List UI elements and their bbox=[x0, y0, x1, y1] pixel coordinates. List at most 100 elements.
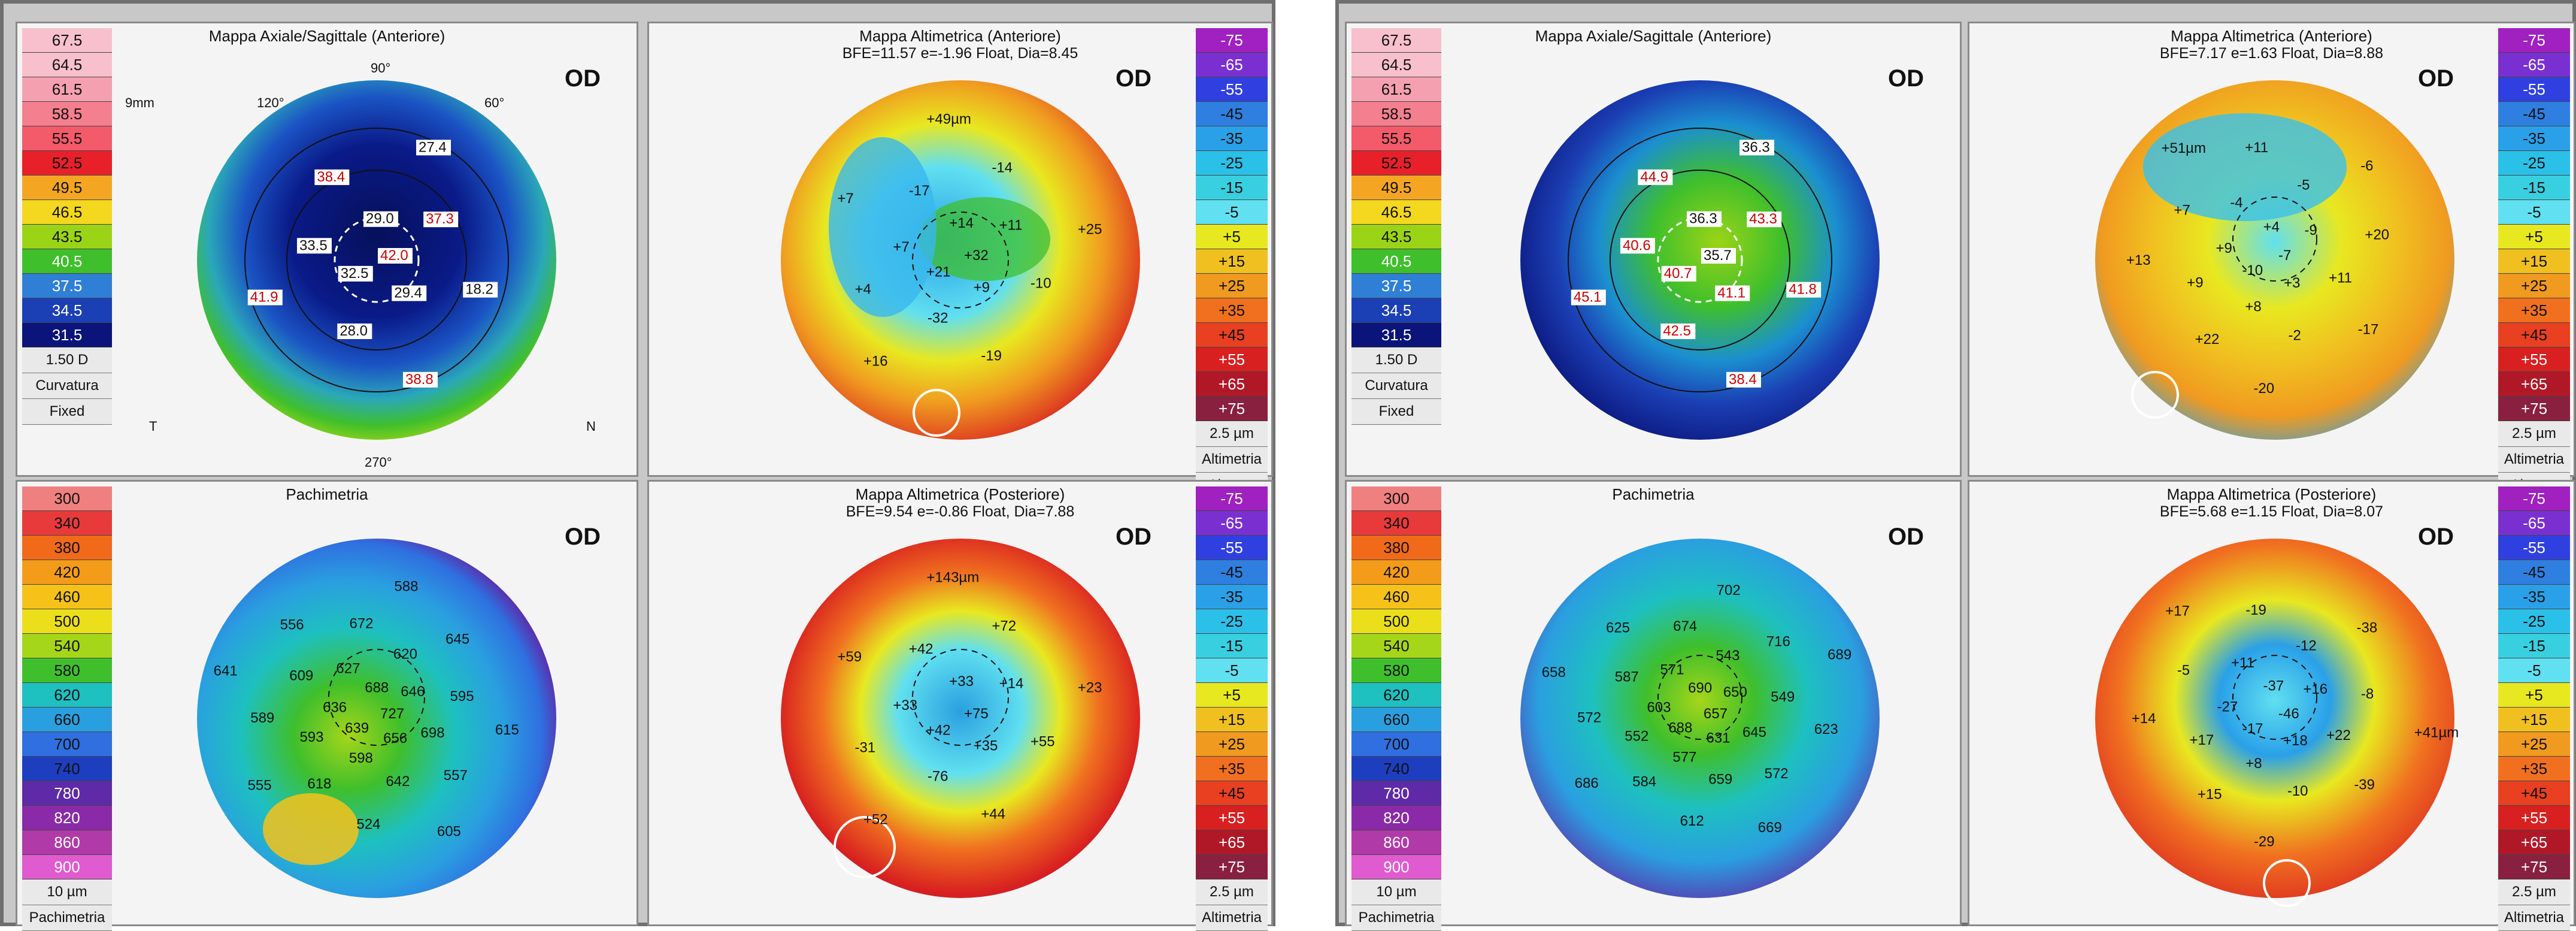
legend-swatch: -35 bbox=[2498, 126, 2570, 151]
legend-swatch: 58.5 bbox=[22, 102, 112, 126]
legend-footer[interactable]: 2.5 µm bbox=[2498, 879, 2570, 905]
legend-swatch: +65 bbox=[1196, 830, 1268, 855]
map-reading: 674 bbox=[1673, 618, 1697, 634]
map-reading: 588 bbox=[394, 578, 418, 594]
pachymetry-map[interactable]: 727 639 688 656 636 646 598 627 698 593 620 642 609 5… bbox=[113, 518, 604, 925]
map-reading: +9 bbox=[2216, 240, 2232, 256]
anterior-elevation-map[interactable]: +32 +21 +14 +9 +7 +11 -32 -17 -10 +4 -14 -19 +7 +25 +1… bbox=[745, 59, 1200, 473]
legend-swatch: 61.5 bbox=[22, 77, 112, 102]
legend-footer[interactable]: Altimetria bbox=[1196, 905, 1268, 931]
map-reading: +49µm bbox=[926, 111, 971, 127]
map-reading: 657 bbox=[1704, 706, 1728, 722]
corneal-map-disc bbox=[781, 539, 1140, 898]
legend-swatch: +45 bbox=[1196, 781, 1268, 806]
legend-swatch: 55.5 bbox=[22, 126, 112, 151]
legend-swatch: 500 bbox=[1351, 609, 1441, 634]
legend-footer[interactable]: Altimetria bbox=[1196, 447, 1268, 473]
legend-footer[interactable]: 10 µm bbox=[1351, 879, 1441, 905]
legend-swatch: -75 bbox=[1196, 28, 1268, 53]
legend-swatch: 580 bbox=[1351, 658, 1441, 683]
legend-footer[interactable]: Fixed bbox=[1351, 399, 1441, 425]
legend-footer[interactable]: 1.50 D bbox=[22, 347, 112, 373]
legend-swatch: +75 bbox=[1196, 855, 1268, 879]
legend-swatch: 34.5 bbox=[22, 298, 112, 323]
pupil-ring bbox=[2232, 655, 2317, 740]
map-reading: -10 bbox=[1031, 275, 1051, 291]
map-reading: 689 bbox=[1828, 647, 1851, 663]
map-reading: +8 bbox=[2245, 299, 2261, 315]
pachymetry-map[interactable]: 657 688 690 631 603 650 577 571 645 552 543 659 587 5… bbox=[1442, 518, 1933, 925]
legend-footer[interactable]: 2.5 µm bbox=[1196, 879, 1268, 905]
legend-footer[interactable]: Fixed bbox=[22, 399, 112, 425]
map-reading: +25 bbox=[1078, 222, 1102, 238]
reading-box bbox=[314, 169, 350, 185]
map-reading: -20 bbox=[2253, 380, 2274, 397]
legend-swatch: 820 bbox=[1351, 806, 1441, 830]
map-reading: 698 bbox=[421, 725, 445, 741]
legend-swatch: +45 bbox=[2498, 781, 2570, 806]
map-reading: -39 bbox=[2354, 777, 2375, 793]
legend-swatch: 740 bbox=[1351, 757, 1441, 781]
eye-label: OD bbox=[565, 65, 601, 92]
legend-footer[interactable]: Altimetria bbox=[2498, 447, 2570, 473]
legend-footer[interactable]: Altimetria bbox=[2498, 905, 2570, 931]
reading-box bbox=[1786, 282, 1822, 298]
legend-swatch: +55 bbox=[1196, 806, 1268, 830]
legend-footer[interactable]: 1.50 D bbox=[1351, 347, 1441, 373]
map-reading: +9 bbox=[974, 280, 990, 296]
pupil-ring bbox=[1657, 655, 1742, 740]
legend-swatch: +75 bbox=[2498, 855, 2570, 879]
curvature-legend: 67.5 64.5 61.5 58.5 55.5 52.5 49.5 46.5 43.5 40.5… bbox=[22, 28, 112, 425]
legend-swatch: -45 bbox=[2498, 560, 2570, 585]
map-reading: +52 bbox=[863, 812, 888, 828]
legend-swatch: +55 bbox=[1196, 347, 1268, 372]
anterior-elevation-panel: Mappa Altimetrica (Anteriore) BFE=11.57 … bbox=[647, 22, 1273, 498]
map-reading: +72 bbox=[992, 618, 1016, 634]
axial-map[interactable]: 42.0 32.5 29.0 29.4 33.5 37.3 28.0 38.4 18.2 41.9… bbox=[113, 59, 604, 473]
map-reading: 584 bbox=[1632, 774, 1656, 790]
legend-swatch: 340 bbox=[22, 511, 112, 536]
legend-footer[interactable]: Pachimetria bbox=[22, 905, 112, 931]
map-reading: +16 bbox=[2303, 681, 2328, 697]
map-reading: 623 bbox=[1814, 721, 1838, 737]
anterior-elevation-map[interactable]: -7 -10 +4 +3 +9 -9 +8 -4 +11 +9 -5 -2 +7 +20 +22 +11 -17… bbox=[2065, 59, 2508, 473]
map-reading: +75 bbox=[964, 706, 989, 722]
legend-footer[interactable]: 2.5 µm bbox=[2498, 421, 2570, 447]
left-screen: 67.5 64.5 61.5 58.5 55.5 52.5 49.5 46.5 43.5 40.5… bbox=[0, 0, 1275, 931]
legend-footer[interactable]: Pachimetria bbox=[1351, 905, 1441, 931]
map-reading: +17 bbox=[2189, 732, 2214, 748]
axial-map[interactable]: 35.7 40.7 36.3 41.1 40.6 43.3 42.5 44.9 41.8 45.1… bbox=[1442, 59, 1933, 473]
map-reading: 656 bbox=[383, 730, 407, 746]
posterior-elevation-map[interactable]: -46 -17 -37 +18 -27 +16 +8 +11 +22 +17 -12 -10 -5 -8 +… bbox=[2065, 518, 2508, 925]
map-reading: 658 bbox=[1542, 664, 1566, 681]
legend-swatch: +5 bbox=[1196, 683, 1268, 708]
reading-box bbox=[1739, 140, 1775, 156]
corneal-map-disc bbox=[197, 80, 556, 440]
legend-swatch: 40.5 bbox=[22, 249, 112, 274]
map-reading: 44.9 bbox=[1640, 169, 1668, 185]
legend-footer[interactable]: Curvatura bbox=[22, 373, 112, 399]
eye-label: OD bbox=[565, 524, 601, 550]
map-readings: +32 +21 +14 +9 +7 +11 -32 -17 -10 +4 -14 -19 +7 +25 +1… bbox=[837, 111, 1102, 369]
reading-box bbox=[337, 324, 372, 340]
legend-footer[interactable]: 2.5 µm bbox=[1196, 421, 1268, 447]
map-reading: 605 bbox=[437, 824, 461, 840]
eye-label: OD bbox=[1888, 65, 1924, 92]
map-reading: -9 bbox=[2305, 222, 2317, 238]
map-reading: 556 bbox=[280, 617, 304, 633]
map-reading: +11 bbox=[2245, 140, 2268, 156]
elevation-legend: -75 -65 -55 -45 -35 -25 -15 -5 +5 +15 +25 +35 +45 +55… bbox=[2498, 486, 2570, 931]
reading-box bbox=[1571, 289, 1606, 306]
legend-swatch: 46.5 bbox=[22, 200, 112, 225]
eye-label: OD bbox=[2418, 65, 2454, 92]
legend-footer[interactable]: Curvatura bbox=[1351, 373, 1441, 399]
legend-swatch: -65 bbox=[1196, 511, 1268, 536]
legend-swatch: +5 bbox=[1196, 225, 1268, 249]
map-reading: 690 bbox=[1688, 680, 1712, 696]
posterior-elevation-map[interactable]: +75 +42 +33 +35 +33 +14 -76 +42 +55 -31 +72 +44 +59 +… bbox=[745, 518, 1200, 925]
zone-ring bbox=[1568, 128, 1832, 392]
map-reading: +33 bbox=[949, 673, 974, 690]
legend-footer[interactable]: 10 µm bbox=[22, 879, 112, 905]
legend-swatch: +55 bbox=[2498, 347, 2570, 372]
legend-swatch: 37.5 bbox=[1351, 274, 1441, 298]
